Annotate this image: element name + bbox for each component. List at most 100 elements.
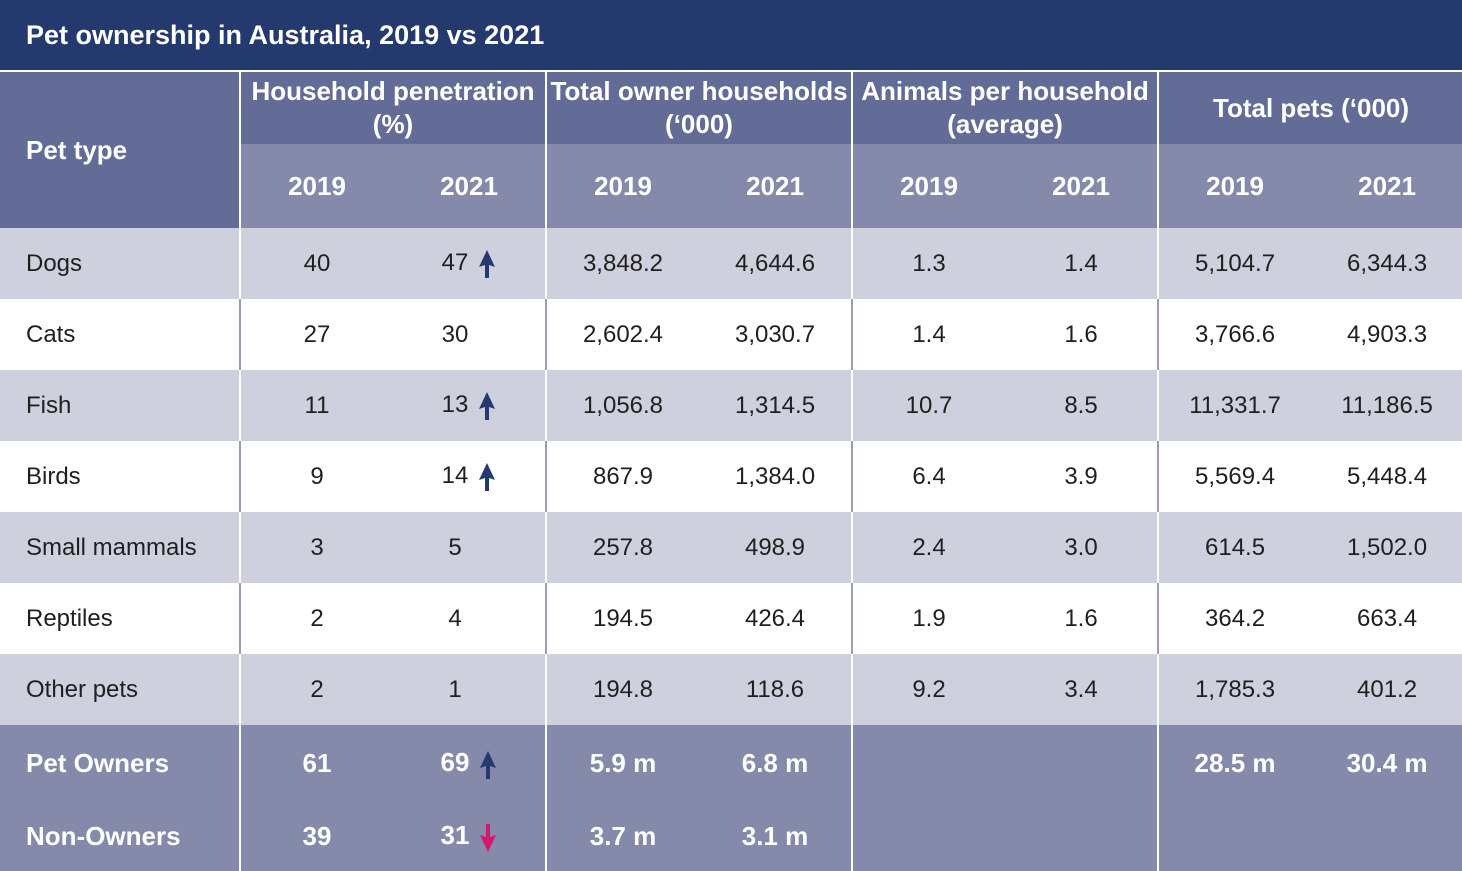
- cell-value: 3.7 m: [589, 820, 657, 851]
- table-row: Fish 11 13 1,056.8 1,314.5 10.7 8.5 11,331.7 11,…: [0, 370, 1462, 441]
- cell-value: 2: [310, 604, 324, 632]
- penetration-2021-cell: 30: [393, 299, 546, 370]
- cell-value: 5.9 m: [589, 747, 657, 778]
- total-pets-2019-cell: 614.5: [1157, 512, 1312, 583]
- cell-value: 1,502.0: [1347, 533, 1428, 561]
- cell-value: 3.1 m: [741, 820, 809, 851]
- group-header-total-pets: Total pets (‘000): [1157, 70, 1462, 144]
- cell-value: 663.4: [1357, 604, 1418, 632]
- cell-value: 1.6: [1064, 604, 1098, 632]
- year-header: 2021: [699, 144, 853, 228]
- cell-value: 1.4: [912, 320, 946, 348]
- penetration-2021-cell: 69: [393, 725, 546, 801]
- total-pets-2019-cell: 5,569.4: [1157, 441, 1312, 512]
- cell-value: 614.5: [1205, 533, 1266, 561]
- year-header: 2019: [545, 144, 699, 228]
- animals-per-household-2019-cell: 6.4: [851, 441, 1006, 512]
- total-pets-2019-cell: 28.5 m: [1157, 725, 1312, 801]
- penetration-2019-cell: 2: [239, 654, 393, 725]
- total-pets-2021-cell: 11,186.5: [1311, 370, 1462, 441]
- penetration-2021-cell: 31: [393, 801, 546, 871]
- animals-per-household-2021-cell: 8.5: [1005, 370, 1159, 441]
- cell-value: 401.2: [1357, 675, 1418, 703]
- total-pets-2019-cell: 3,766.6: [1157, 299, 1312, 370]
- total-pets-2021-cell: 663.4: [1311, 583, 1462, 654]
- cell-value: 498.9: [744, 533, 806, 561]
- summary-label-cell: Non-Owners: [0, 801, 240, 871]
- owner-households-2019-cell: 194.5: [545, 583, 699, 654]
- owner-households-2019-cell: 5.9 m: [545, 725, 699, 801]
- owner-households-2019-cell: 257.8: [545, 512, 699, 583]
- owner-households-2021-cell: 6.8 m: [699, 725, 853, 801]
- penetration-2019-cell: 40: [239, 228, 393, 299]
- total-pets-2019-cell: 1,785.3: [1157, 654, 1312, 725]
- pet-type-header: Pet type: [0, 70, 240, 228]
- cell-value: 6.4: [912, 462, 946, 490]
- animals-per-household-2021-cell: 1.6: [1005, 583, 1159, 654]
- cell-value: Non-Owners: [26, 820, 181, 851]
- owner-households-2021-cell: 3.1 m: [699, 801, 853, 871]
- animals-per-household-2019-cell: 1.9: [851, 583, 1006, 654]
- penetration-2019-cell: 61: [239, 725, 393, 801]
- arrow-up-icon: [479, 750, 497, 779]
- owner-households-2021-cell: 4,644.6: [699, 228, 853, 299]
- cell-value: 11,331.7: [1189, 391, 1281, 419]
- animals-per-household-2021-cell: 1.4: [1005, 228, 1159, 299]
- cell-value: 1,056.8: [582, 391, 664, 419]
- pet-type-cell: Cats: [0, 299, 240, 370]
- cell-value: 194.5: [592, 604, 654, 632]
- animals-per-household-2021-cell: 3.4: [1005, 654, 1159, 725]
- empty-total-pets-cell: [1157, 801, 1462, 871]
- cell-value: 27: [303, 320, 331, 348]
- penetration-2021-cell: 47: [393, 228, 546, 299]
- pet-ownership-table: Pet type Household penetration (%) Total…: [0, 70, 1462, 871]
- cell-value: 11,186.5: [1341, 391, 1433, 419]
- arrow-up-icon: [478, 391, 496, 420]
- cell-value: 2,602.4: [582, 320, 664, 348]
- arrow-down-icon: [479, 823, 497, 852]
- cell-value: 11: [304, 391, 330, 419]
- cell-value: 3,030.7: [734, 320, 816, 348]
- penetration-2019-cell: 2: [239, 583, 393, 654]
- group-header-penetration: Household penetration (%): [239, 70, 546, 144]
- cell-value: 6,344.3: [1347, 249, 1428, 277]
- cell-value: 40: [303, 249, 331, 277]
- cell-value: Reptiles: [26, 604, 113, 632]
- penetration-2019-cell: 9: [239, 441, 393, 512]
- cell-value: 69: [440, 747, 470, 778]
- total-pets-2021-cell: 1,502.0: [1311, 512, 1462, 583]
- cell-value: 1,314.5: [734, 391, 816, 419]
- animals-per-household-2021-cell: 3.9: [1005, 441, 1159, 512]
- total-pets-2021-cell: 401.2: [1311, 654, 1462, 725]
- cell-value: 9: [310, 462, 324, 490]
- cell-value: 10.7: [905, 391, 953, 419]
- pet-type-cell: Birds: [0, 441, 240, 512]
- table-row: Birds 9 14 867.9 1,384.0 6.4 3.9 5,569.4 5,448.4: [0, 441, 1462, 512]
- total-pets-2019-cell: 11,331.7: [1157, 370, 1312, 441]
- cell-value: 6.8 m: [741, 747, 809, 778]
- cell-value: 28.5 m: [1194, 747, 1276, 778]
- animals-per-household-2019-cell: 10.7: [851, 370, 1006, 441]
- pet-type-cell: Dogs: [0, 228, 240, 299]
- cell-value: 13: [441, 391, 469, 419]
- total-pets-2019-cell: 5,104.7: [1157, 228, 1312, 299]
- owner-households-2021-cell: 3,030.7: [699, 299, 853, 370]
- cell-value: 30.4 m: [1346, 747, 1428, 778]
- total-pets-2021-cell: 5,448.4: [1311, 441, 1462, 512]
- animals-per-household-2021-cell: 3.0: [1005, 512, 1159, 583]
- cell-value: 364.2: [1205, 604, 1266, 632]
- cell-value: 1.4: [1064, 249, 1098, 277]
- table-row: Dogs 40 47 3,848.2 4,644.6 1.3 1.4 5,104.7 6,344…: [0, 228, 1462, 299]
- cell-value: 3,766.6: [1194, 320, 1276, 348]
- table-title: Pet ownership in Australia, 2019 vs 2021: [0, 0, 1462, 70]
- animals-per-household-2019-cell: 2.4: [851, 512, 1006, 583]
- pet-type-cell: Other pets: [0, 654, 240, 725]
- summary-label-cell: Pet Owners: [0, 725, 240, 801]
- owner-households-2019-cell: 2,602.4: [545, 299, 699, 370]
- table-row: Reptiles 2 4 194.5 426.4 1.9 1.6 364.2 663.4: [0, 583, 1462, 654]
- cell-value: 1.6: [1064, 320, 1098, 348]
- owner-households-2021-cell: 498.9: [699, 512, 853, 583]
- arrow-up-icon: [478, 249, 496, 278]
- cell-value: 5: [448, 533, 462, 561]
- cell-value: 867.9: [592, 462, 654, 490]
